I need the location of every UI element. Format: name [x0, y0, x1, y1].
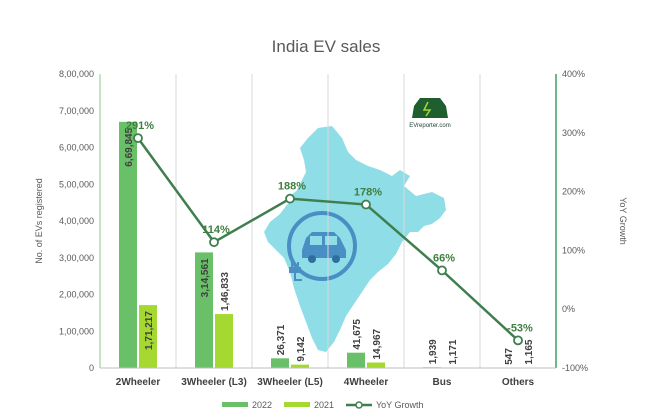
data-label: 14,967 [372, 328, 383, 359]
y2-tick-label: 0% [562, 304, 575, 314]
yoy-growth-point [285, 193, 295, 204]
ev-badge-ring [287, 211, 357, 281]
y-axis-ticks: 0 1,00,000 2,00,000 3,00,000 4,00,000 5,00,00… [59, 69, 94, 373]
yoy-growth-polyline [136, 137, 519, 342]
legend-swatch-2022 [222, 402, 248, 407]
yoy-growth-point [437, 265, 447, 276]
yoy-growth-point [361, 199, 371, 210]
yoy-growth-label: 291% [126, 120, 154, 132]
car-icon [302, 232, 346, 263]
y-tick-label: 3,00,000 [59, 253, 94, 263]
data-labels: 6,69,845 3,14,561 26,371 41,675 1,939 547 1,71… [124, 120, 535, 365]
y-tick-label: 4,00,000 [59, 216, 94, 226]
logo-car-icon [412, 98, 448, 118]
x-axis-categories: 2Wheeler 3Wheeler (L3) 3Wheeler (L5) 4Wheel… [116, 377, 535, 388]
bar-2022 [119, 121, 137, 368]
bar-2022 [271, 358, 289, 368]
x-category-label: 3Wheeler (L3) [181, 377, 247, 388]
series-2021-bars [139, 305, 537, 368]
legend: 2022 2021 YoY Growth [222, 400, 424, 410]
bar-2021 [367, 362, 385, 368]
data-label: 41,675 [352, 319, 363, 350]
legend-label-2021: 2021 [314, 400, 334, 410]
logo-bolt-icon [422, 101, 432, 117]
data-label: 1,171 [448, 339, 459, 364]
y2-axis-title: YoY Growth [618, 197, 628, 245]
bar-2021 [139, 305, 157, 368]
data-label: 6,69,845 [124, 127, 135, 166]
y-tick-label: 8,00,000 [59, 69, 94, 79]
yoy-growth-point [133, 133, 143, 143]
data-label: 9,142 [296, 336, 307, 361]
bar-2021 [215, 314, 233, 368]
y-tick-label: 6,00,000 [59, 143, 94, 153]
x-category-label: 3Wheeler (L5) [257, 377, 323, 388]
india-map-illustration [264, 126, 446, 352]
chart-title: India EV sales [272, 37, 381, 56]
y-tick-label: 2,00,000 [59, 290, 94, 300]
yoy-growth-label: 114% [202, 224, 230, 236]
x-category-label: 2Wheeler [116, 377, 161, 388]
y-tick-label: 1,00,000 [59, 326, 94, 336]
yoy-growth-point [513, 335, 523, 346]
logo-text: EVreporter.com [409, 123, 450, 129]
y2-tick-label: 100% [562, 245, 585, 255]
yoy-growth-label: 188% [278, 181, 306, 193]
y2-tick-label: 200% [562, 187, 585, 197]
y2-tick-label: 300% [562, 128, 585, 138]
yoy-growth-label: -53% [507, 322, 533, 334]
y-axis-title: No. of EVs registered [34, 178, 44, 264]
data-label: 1,46,833 [220, 272, 231, 311]
legend-label-2022: 2022 [252, 400, 272, 410]
data-label: 1,165 [524, 339, 535, 364]
x-category-label: Bus [433, 377, 452, 388]
data-label: 1,939 [428, 339, 439, 364]
bar-2021 [291, 364, 309, 368]
x-category-label: 4Wheeler [344, 377, 389, 388]
yoy-growth-line [133, 133, 523, 346]
x-category-label: Others [502, 377, 535, 388]
yoy-growth-point [209, 237, 219, 248]
bar-2022 [195, 252, 213, 368]
y-tick-label: 7,00,000 [59, 106, 94, 116]
y2-axis-ticks: -100% 0% 100% 200% 300% 400% [562, 69, 588, 373]
evreporter-logo: EVreporter.com [409, 98, 451, 129]
data-label: 3,14,561 [200, 258, 211, 297]
yoy-growth-label: 178% [354, 187, 382, 199]
y-tick-label: 5,00,000 [59, 179, 94, 189]
y2-tick-label: -100% [562, 363, 588, 373]
data-label: 1,71,217 [144, 311, 155, 350]
bar-2022 [347, 352, 365, 368]
legend-marker-yoy [355, 401, 363, 409]
yoy-growth-label: 66% [433, 252, 455, 264]
plug-icon [289, 262, 302, 281]
y-tick-label: 0 [89, 363, 94, 373]
y2-tick-label: 400% [562, 69, 585, 79]
legend-swatch-2021 [284, 402, 310, 407]
legend-label-yoy: YoY Growth [376, 400, 424, 410]
data-label: 26,371 [276, 324, 287, 355]
data-label: 547 [504, 348, 515, 365]
